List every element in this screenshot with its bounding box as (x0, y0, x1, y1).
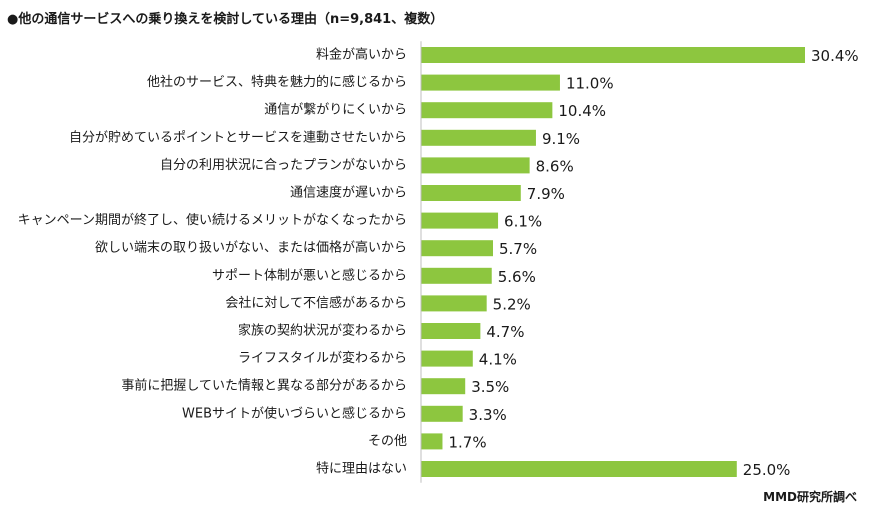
value-label: 5.6% (498, 268, 536, 286)
category-label: WEBサイトが使いづらいと感じるから (182, 405, 407, 421)
value-label: 25.0% (743, 461, 791, 479)
bars-layer (421, 47, 805, 477)
bar (421, 433, 443, 450)
category-label: 自分の利用状況に合ったプランがないから (160, 158, 407, 173)
bar (421, 461, 737, 477)
value-label: 10.4% (558, 102, 606, 120)
category-label: 自分が貯めているポイントとサービスを連動させたいから (69, 130, 407, 145)
chart-title: ●他の通信サービスへの乗り換えを検討している理由（n=9,841、複数） (7, 12, 444, 27)
category-label: その他 (368, 434, 407, 449)
source-note: MMD研究所調べ (763, 490, 857, 504)
category-label: 家族の契約状況が変わるから (238, 323, 407, 339)
category-label: サポート体制が悪いと感じるから (212, 267, 407, 283)
bar (421, 185, 521, 201)
category-label: 他社のサービス、特典を魅力的に感じるから (147, 74, 407, 90)
bar (421, 350, 473, 367)
bar (421, 74, 560, 91)
value-label: 4.7% (486, 323, 524, 341)
value-label: 4.1% (479, 351, 517, 369)
category-label: 特に理由はない (316, 462, 407, 477)
bar (421, 47, 805, 63)
bar (421, 378, 466, 395)
category-label: 欲しい端末の取り扱いがない、または価格が高いから (95, 240, 407, 256)
bar (421, 157, 530, 174)
value-label: 6.1% (504, 213, 542, 231)
value-label: 3.3% (469, 406, 507, 424)
bar (421, 129, 536, 146)
bar (421, 323, 481, 339)
bar (421, 102, 553, 119)
value-label: 7.9% (527, 185, 565, 203)
bar (421, 212, 499, 229)
value-label: 5.7% (499, 240, 537, 258)
value-label: 11.0% (566, 75, 614, 93)
category-label: ライフスタイルが変わるから (238, 350, 407, 366)
category-label: 会社に対して不信感があるから (225, 295, 407, 311)
category-label: 通信が繋がりにくいから (264, 102, 407, 118)
value-label: 3.5% (471, 378, 509, 396)
bar (421, 405, 463, 422)
category-label: 通信速度が遅いから (290, 185, 407, 201)
category-label: 料金が高いから (316, 47, 407, 63)
value-label: 1.7% (448, 433, 486, 451)
bar (421, 240, 493, 257)
category-label: キャンペーン期間が終了し、使い続けるメリットがなくなったから (18, 212, 407, 228)
value-label: 5.2% (493, 295, 531, 313)
value-label: 9.1% (542, 130, 580, 148)
value-labels: 30.4% 11.0% 10.4% 9.1% 8.6% 7.9% 6.1% 5.7% 5.6% 5… (448, 47, 858, 479)
category-label: 事前に把握していた情報と異なる部分があるから (121, 378, 407, 394)
bar (421, 295, 487, 312)
value-label: 30.4% (811, 47, 859, 65)
value-label: 8.6% (536, 157, 574, 175)
bar (421, 267, 492, 284)
category-labels: 料金が高いから他社のサービス、特典を魅力的に感じるから通信が繋がりにくいから自分… (18, 47, 407, 477)
